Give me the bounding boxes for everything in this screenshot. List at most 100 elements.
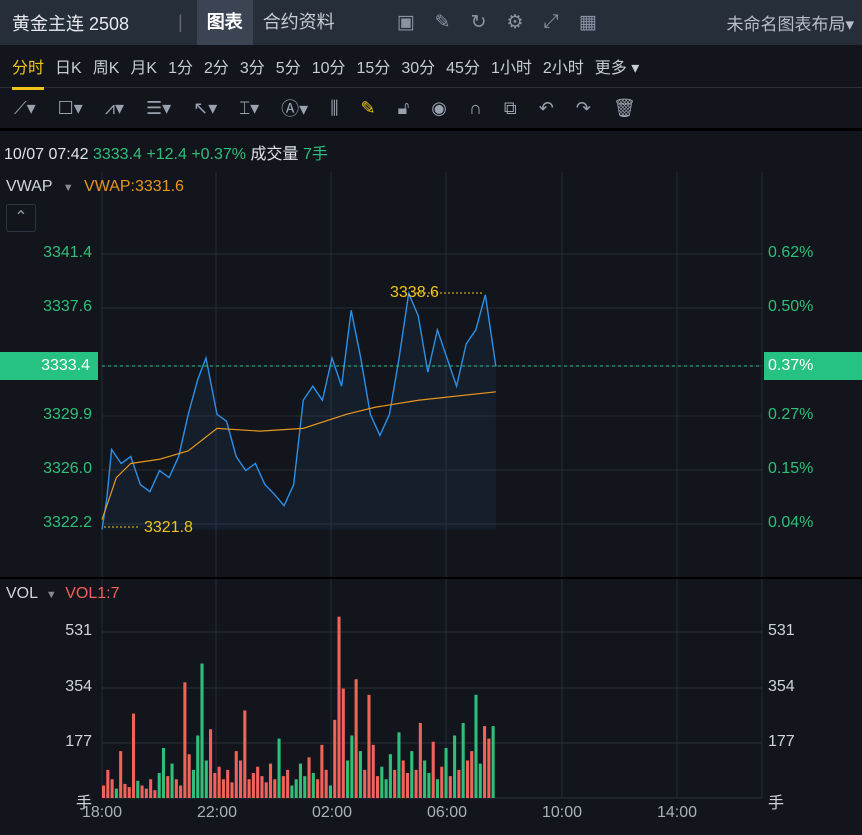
- undo-icon[interactable]: ↶: [538, 97, 554, 118]
- volume-bar: [277, 738, 281, 798]
- volume-bar: [371, 744, 375, 798]
- volume-bar: [453, 735, 457, 798]
- trash-icon[interactable]: 🗑︎: [612, 97, 636, 118]
- period-tab[interactable]: 更多 ▾: [594, 60, 640, 77]
- vol-tick-right: 531: [768, 622, 795, 639]
- y-tick-right: 0.50%: [768, 298, 814, 315]
- unlock-icon[interactable]: 🔓︎: [397, 97, 410, 118]
- volume-bar: [110, 779, 114, 798]
- vwap-indicator[interactable]: VWAP ▼ VWAP:3331.6: [6, 178, 184, 196]
- volume-bar: [243, 710, 247, 798]
- period-tab[interactable]: 15分: [356, 60, 391, 77]
- dropdown-icon[interactable]: ▼: [45, 589, 57, 601]
- collapse-button[interactable]: ⌃: [6, 204, 36, 232]
- volume-bar: [418, 722, 422, 798]
- period-tab[interactable]: 10分: [311, 60, 346, 77]
- fib-tool-icon[interactable]: ☰▾: [146, 97, 172, 118]
- arrow-tool-icon[interactable]: ↖▾: [193, 97, 218, 118]
- vol-tick-left: 531: [65, 622, 92, 639]
- volume-bar: [307, 757, 311, 798]
- drawing-toolbar: ⟋▾ ☐▾ ⩘▾ ☰▾ ↖▾ ⌶▾ Ⓐ▾ ⫼ ✎ 🔓︎ ◉ ∩ ⧉ ↶ ↷ 🗑︎: [0, 88, 862, 131]
- text-tool-icon[interactable]: Ⓐ▾: [281, 99, 309, 119]
- measure-tool-icon[interactable]: ⌶▾: [239, 97, 260, 118]
- volume-bar: [106, 769, 110, 798]
- period-tab[interactable]: 分时: [12, 54, 45, 90]
- volume-bar: [448, 776, 452, 798]
- period-tab[interactable]: 3分: [239, 60, 265, 77]
- volume-bar: [461, 722, 465, 798]
- volume-bar: [483, 726, 487, 798]
- period-tab[interactable]: 周K: [92, 60, 120, 77]
- volume-bar: [427, 772, 431, 798]
- y-tick-right: 0.27%: [768, 406, 814, 423]
- volume-bar: [179, 785, 183, 798]
- redo-icon[interactable]: ↷: [575, 97, 591, 118]
- candle-tool-icon[interactable]: ⫼: [330, 97, 339, 118]
- eye-icon[interactable]: ◉: [431, 97, 447, 118]
- volume-bar: [136, 780, 140, 798]
- volume-bar: [350, 735, 354, 798]
- vol-tick-left: 354: [65, 678, 92, 695]
- refresh-icon[interactable]: ↻: [470, 12, 487, 33]
- volume-bar: [465, 760, 469, 798]
- x-tick: 02:00: [311, 804, 353, 821]
- volume-bar: [316, 779, 320, 798]
- high-label: 3338.6: [390, 284, 439, 301]
- volume-bar: [140, 785, 144, 798]
- period-tab[interactable]: 45分: [446, 60, 480, 77]
- pattern-tool-icon[interactable]: ⩘▾: [104, 97, 124, 118]
- volume-bar: [264, 782, 268, 798]
- volume-bar: [290, 785, 294, 798]
- volume-bar: [397, 732, 401, 798]
- fullscreen-icon[interactable]: ⤢: [543, 11, 559, 32]
- line-tool-icon[interactable]: ⟋▾: [14, 97, 36, 118]
- volume-bar: [388, 754, 392, 798]
- edit-icon[interactable]: ✎: [434, 12, 451, 33]
- volume-bar: [161, 747, 166, 798]
- period-tab[interactable]: 2分: [203, 60, 229, 77]
- tab-contract-info[interactable]: 合约资料: [262, 12, 335, 32]
- magnet-icon[interactable]: ∩: [468, 97, 482, 118]
- volume-bar: [341, 688, 345, 798]
- indicator-name: VWAP: [6, 178, 53, 195]
- volume-value: 7手: [302, 146, 328, 163]
- volume-bar: [114, 788, 118, 798]
- volume-bar: [230, 782, 234, 798]
- volume-bar: [102, 785, 106, 798]
- vol-indicator[interactable]: VOL ▼ VOL1:7: [6, 585, 119, 603]
- period-tab[interactable]: 日K: [55, 60, 82, 77]
- volume-bar: [234, 751, 238, 798]
- period-tab[interactable]: 5分: [275, 60, 301, 77]
- vol-tick-left: 177: [65, 733, 92, 750]
- divider: |: [178, 12, 183, 32]
- volume-bar: [183, 682, 187, 798]
- period-tab[interactable]: 30分: [401, 60, 436, 77]
- volume-bar: [247, 779, 251, 798]
- period-tab[interactable]: 1小时: [490, 60, 532, 77]
- period-tab[interactable]: 1分: [168, 60, 193, 77]
- y-tick-right: 0.15%: [768, 460, 814, 477]
- volume-bar: [367, 694, 371, 798]
- chart-icon[interactable]: ▣: [396, 12, 415, 33]
- volume-bar: [174, 779, 178, 798]
- volume-bar: [268, 763, 273, 798]
- duplicate-icon[interactable]: ⧉: [503, 97, 517, 118]
- quote-info: 10/07 07:42 3333.4 +12.4 +0.37% 成交量 7手: [4, 140, 328, 164]
- layout-dropdown[interactable]: 未命名图表布局▾: [726, 15, 854, 34]
- volume-bar: [204, 760, 208, 798]
- period-tab[interactable]: 月K: [130, 60, 158, 77]
- x-tick: 06:00: [426, 804, 468, 821]
- quote-pct: +0.37%: [191, 146, 247, 163]
- tab-chart[interactable]: 图表: [196, 0, 253, 45]
- period-bar: 分时 日K 周K 月K 1分 2分 3分 5分 10分 15分 30分 45分 1小时 2小时 更多 ▾: [0, 45, 862, 90]
- gear-icon[interactable]: ⚙: [506, 12, 524, 33]
- rectangle-tool-icon[interactable]: ☐▾: [57, 97, 83, 118]
- y-tick-right: 0.04%: [768, 514, 814, 531]
- x-tick: 18:00: [81, 804, 123, 821]
- symbol-title[interactable]: 黄金主连 2508: [12, 13, 130, 34]
- dropdown-icon[interactable]: ▼: [62, 182, 74, 194]
- grid-icon[interactable]: ▦: [578, 12, 597, 33]
- period-tab[interactable]: 2小时: [542, 60, 584, 77]
- pencil-icon[interactable]: ✎: [360, 97, 376, 118]
